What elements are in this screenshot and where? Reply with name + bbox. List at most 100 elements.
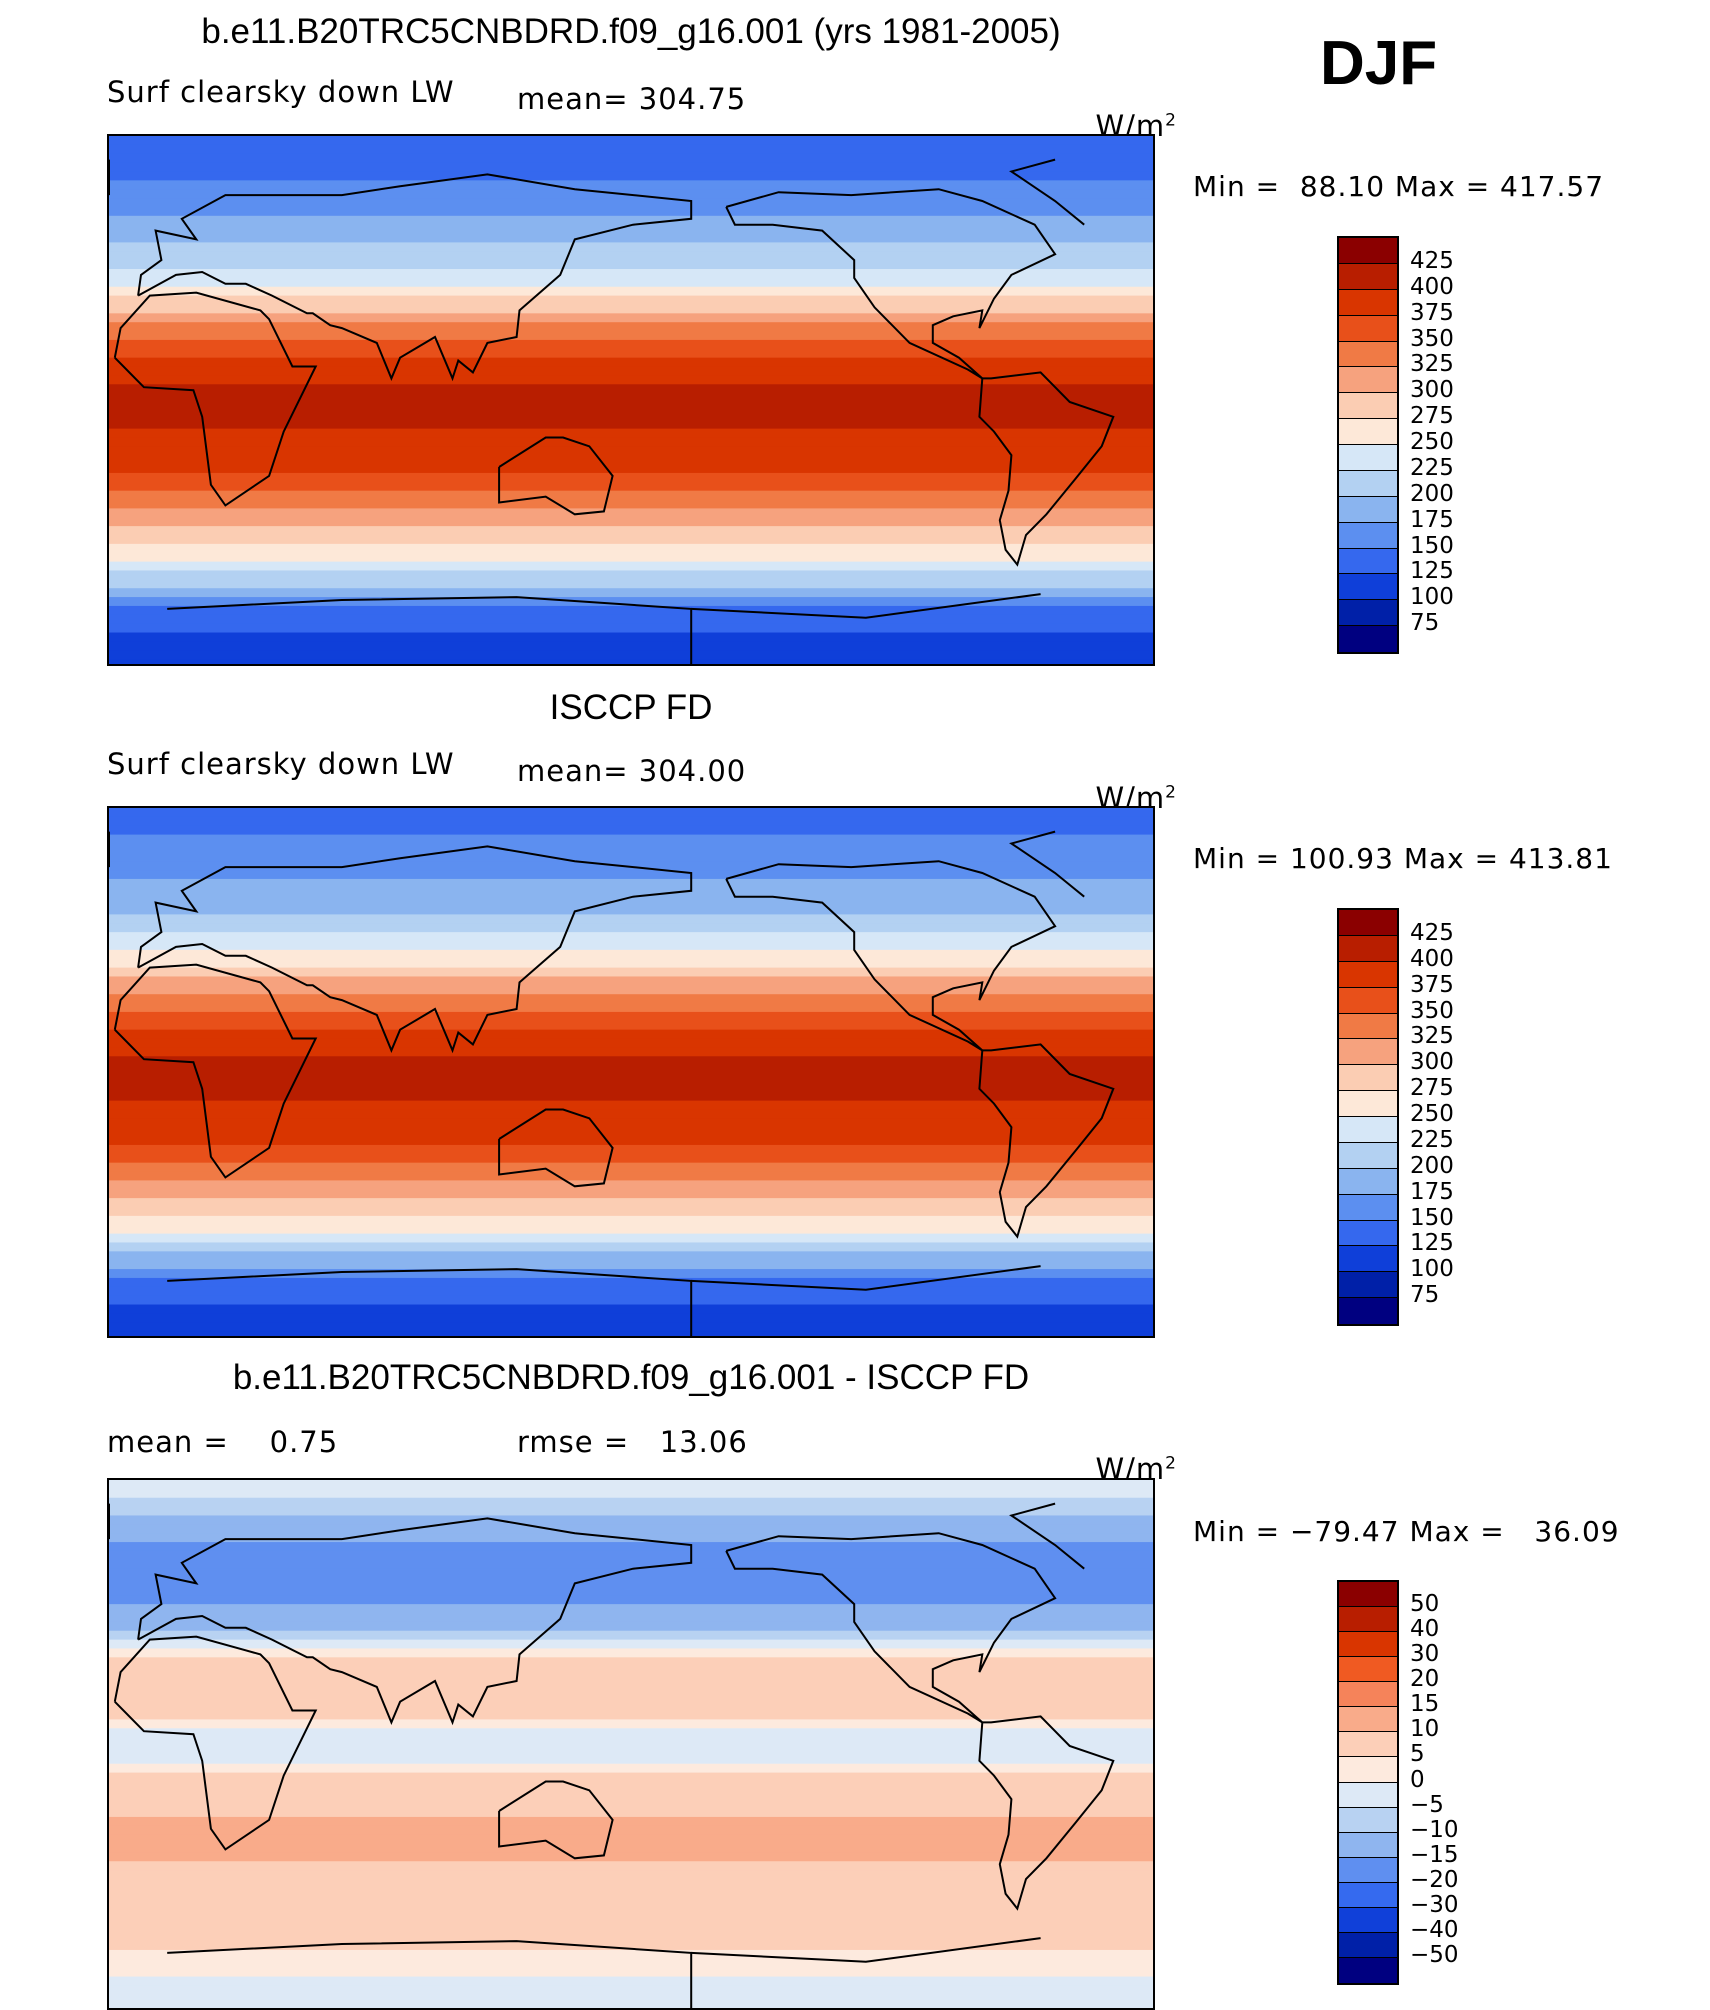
field-band xyxy=(109,1834,1153,1845)
field-band xyxy=(109,136,1153,146)
panel2-minmax: Min = 100.93 Max = 413.81 xyxy=(1193,842,1613,875)
colorbar-tick-label: 20 xyxy=(1410,1666,1440,1693)
field-band xyxy=(109,1331,1153,1336)
colorbar-tick-label: 300 xyxy=(1410,377,1454,404)
colorbar-swatch xyxy=(1339,1246,1397,1273)
field-band xyxy=(109,1577,1153,1588)
field-band xyxy=(109,1896,1153,1907)
field-band xyxy=(109,843,1153,854)
field-band xyxy=(109,1550,1153,1561)
field-band xyxy=(109,1286,1153,1297)
field-band xyxy=(109,269,1153,279)
field-band xyxy=(109,1799,1153,1810)
field-band xyxy=(109,1100,1153,1111)
coastline xyxy=(1009,158,1085,226)
field-band xyxy=(109,1207,1153,1217)
field-band xyxy=(109,1524,1153,1535)
colorbar-tick-label: 5 xyxy=(1410,1741,1425,1768)
field-band xyxy=(109,896,1153,907)
field-band xyxy=(109,1719,1153,1730)
field-band xyxy=(109,1586,1153,1597)
colorbar-swatch xyxy=(1339,1932,1397,1958)
field-band xyxy=(109,1710,1153,1721)
colorbar-tick-label: 100 xyxy=(1410,584,1454,611)
colorbar-swatch xyxy=(1339,1272,1397,1299)
colorbar-tick-label: −40 xyxy=(1410,1916,1459,1943)
field-band xyxy=(109,1595,1153,1606)
colorbar-tick-label: 375 xyxy=(1410,299,1454,326)
field-band xyxy=(109,641,1153,652)
field-band xyxy=(109,1251,1153,1262)
panel3-field xyxy=(109,1480,1153,2008)
coastline xyxy=(167,1268,693,1336)
colorbar-swatch xyxy=(1339,1882,1397,1908)
field-band xyxy=(109,1852,1153,1863)
field-band xyxy=(109,1754,1153,1765)
field-band xyxy=(109,543,1153,554)
field-band xyxy=(109,402,1153,412)
colorbar-tick-label: 125 xyxy=(1410,1230,1454,1257)
coastline xyxy=(691,1265,1041,1291)
field-band xyxy=(109,570,1153,581)
colorbar-swatch xyxy=(1339,263,1397,290)
panel2-map xyxy=(107,806,1155,1338)
field-band xyxy=(109,1260,1153,1271)
field-band xyxy=(109,1763,1153,1774)
field-band xyxy=(109,932,1153,942)
field-band xyxy=(109,1118,1153,1129)
field-band xyxy=(109,198,1153,208)
field-band xyxy=(109,1003,1153,1013)
colorbar-swatch xyxy=(1339,1707,1397,1733)
colorbar-swatch xyxy=(1339,1607,1397,1633)
field-band xyxy=(109,1648,1153,1659)
field-band xyxy=(109,1542,1153,1552)
field-band xyxy=(109,295,1153,306)
colorbar-swatch xyxy=(1339,910,1397,936)
colorbar-swatch xyxy=(1339,1732,1397,1758)
colorbar-tick-label: 300 xyxy=(1410,1049,1454,1076)
colorbar-tick-label: −15 xyxy=(1410,1841,1459,1868)
field-band xyxy=(109,834,1153,845)
field-band xyxy=(109,1506,1153,1517)
field-band xyxy=(109,499,1153,510)
field-band xyxy=(109,171,1153,182)
field-band xyxy=(109,878,1153,889)
field-band xyxy=(109,1269,1153,1279)
colorbar-swatch xyxy=(1339,1832,1397,1858)
coastline xyxy=(978,1715,1115,1911)
field-band xyxy=(109,366,1153,377)
panel3-rmse-label: rmse = 13.06 xyxy=(517,1425,748,1459)
colorbar-tick-label: 275 xyxy=(1410,1075,1454,1102)
field-band xyxy=(109,1808,1153,1818)
field-band xyxy=(109,1242,1153,1253)
field-band xyxy=(109,384,1153,395)
colorbar-swatch xyxy=(1339,238,1397,264)
panel2-mean-label: mean= 304.00 xyxy=(517,754,747,788)
field-band xyxy=(109,1224,1153,1235)
coastline xyxy=(137,1517,693,1726)
colorbar-tick-label: −30 xyxy=(1410,1891,1459,1918)
field-band xyxy=(109,1559,1153,1570)
coastline xyxy=(113,963,318,1179)
field-band xyxy=(109,1692,1153,1703)
field-band xyxy=(109,605,1153,616)
field-band xyxy=(109,144,1153,155)
field-band xyxy=(109,1666,1153,1677)
colorbar-tick-label: 375 xyxy=(1410,971,1454,998)
field-band xyxy=(109,967,1153,978)
colorbar-tick-label: 200 xyxy=(1410,1152,1454,1179)
field-band xyxy=(109,437,1153,448)
field-band xyxy=(109,1180,1153,1191)
colorbar-swatch xyxy=(1339,600,1397,627)
field-band xyxy=(109,215,1153,226)
colorbar-swatch xyxy=(1339,1682,1397,1708)
colorbar-tick-label: 40 xyxy=(1410,1616,1440,1643)
coastline xyxy=(137,845,693,1054)
field-band xyxy=(109,1480,1153,1490)
field-band xyxy=(109,375,1153,386)
field-band xyxy=(109,464,1153,474)
colorbar-swatch xyxy=(1339,574,1397,601)
colorbar-tick-label: 275 xyxy=(1410,403,1454,430)
field-band xyxy=(109,1136,1153,1146)
coastline xyxy=(113,1635,318,1851)
